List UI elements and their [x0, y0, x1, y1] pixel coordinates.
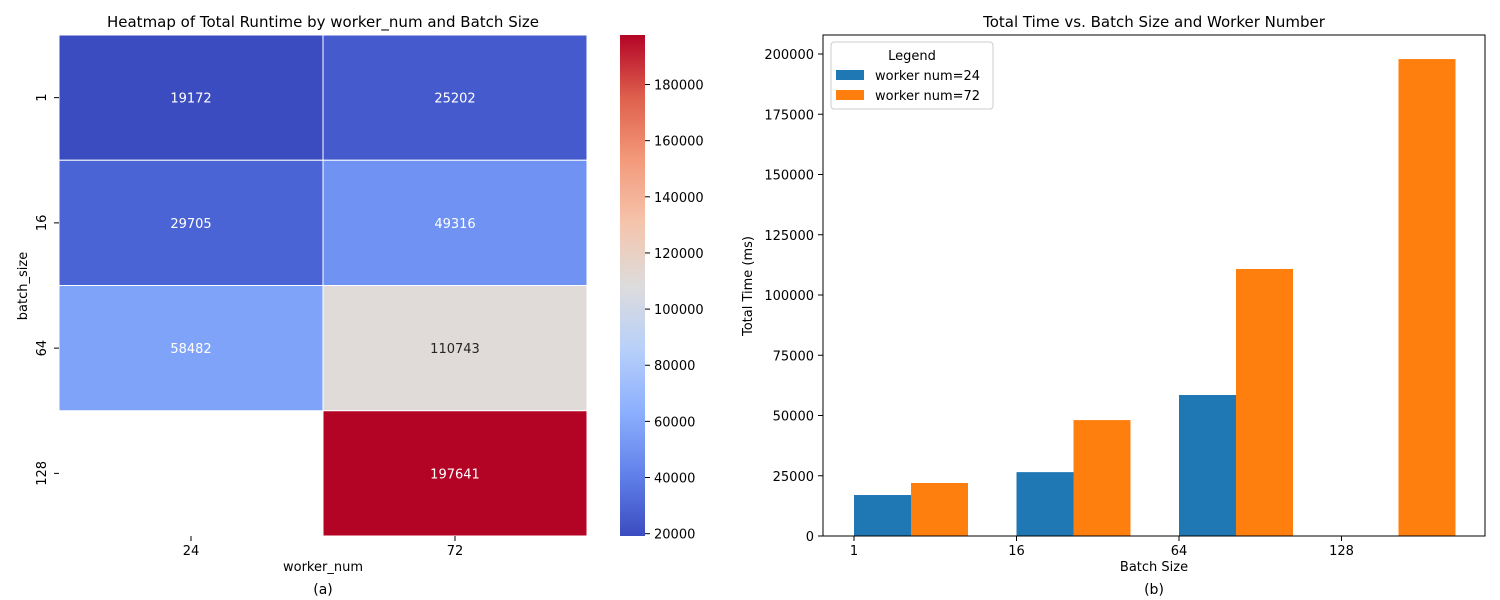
legend-title: Legend — [888, 49, 936, 64]
bar-ytick-label: 25000 — [773, 470, 814, 485]
bar-worker-num-24-1 — [854, 495, 911, 536]
colorbar-tick-label: 180000 — [654, 79, 704, 94]
heatmap-cell-label: 19172 — [170, 92, 211, 107]
heatmap-cell — [322, 410, 588, 537]
heatmap-cell-label: 58482 — [170, 342, 211, 357]
legend-box — [830, 41, 994, 110]
heatmap-cell-label: 197641 — [430, 467, 480, 482]
bar-ytick-label: 150000 — [764, 169, 814, 184]
bar-worker-num-72-1 — [911, 482, 968, 536]
colorbar-tick-label: 140000 — [654, 191, 704, 206]
legend-label-72: worker num=72 — [875, 89, 980, 104]
bar-worker-num-72-64 — [1236, 268, 1293, 536]
bar-xtick-label: 16 — [1008, 544, 1025, 559]
heatmap-cell-label: 29705 — [170, 217, 211, 232]
colorbar-tick-label: 60000 — [654, 415, 695, 430]
bar-title: Total Time vs. Batch Size and Worker Num… — [982, 13, 1326, 31]
bar-ytick-label: 200000 — [764, 48, 814, 63]
heatmap-cell-label: 49316 — [434, 217, 475, 232]
bar-ytick-label: 50000 — [773, 410, 814, 425]
bar-ylabel: Total Time (ms) — [741, 236, 756, 337]
heatmap-xtick-label: 24 — [183, 544, 200, 559]
bar-worker-num-72-128 — [1398, 59, 1456, 536]
bar-caption: (b) — [1144, 582, 1164, 598]
bar-xtick-label: 64 — [1171, 544, 1188, 559]
bar-ytick-label: 75000 — [773, 349, 814, 364]
colorbar-tick-label: 100000 — [654, 303, 704, 318]
heatmap-cell — [58, 159, 324, 286]
heatmap-ytick-label: 16 — [35, 215, 50, 232]
bar-xlabel: Batch Size — [1120, 560, 1188, 575]
heatmap-cell — [322, 159, 588, 286]
heatmap-cell — [58, 34, 324, 161]
colorbar-tick-label: 120000 — [654, 247, 704, 262]
bar-worker-num-72-16 — [1073, 420, 1131, 536]
bar-xtick-label: 128 — [1329, 544, 1354, 559]
bar-xtick-label: 1 — [850, 544, 858, 559]
colorbar — [620, 35, 645, 536]
heatmap-ytick-label: 64 — [35, 340, 50, 357]
heatmap-caption: (a) — [313, 582, 333, 598]
bar-ytick-label: 100000 — [764, 289, 814, 304]
heatmap-xlabel: worker_num — [283, 560, 363, 575]
colorbar-tick-label: 20000 — [654, 528, 695, 543]
colorbar-tick-label: 40000 — [654, 472, 695, 487]
heatmap-cell-label: 110743 — [430, 342, 480, 357]
heatmap-panel: Heatmap of Total Runtime by worker_num a… — [16, 13, 704, 598]
legend-swatch-72 — [836, 90, 864, 100]
bar-ytick-label: 175000 — [764, 108, 814, 123]
heatmap-xtick-label: 72 — [447, 544, 464, 559]
bar-ytick-label: 0 — [806, 530, 814, 545]
heatmap-cell — [58, 285, 324, 412]
heatmap-cell — [322, 34, 588, 161]
bar-chart-panel: Total Time vs. Batch Size and Worker Num… — [741, 13, 1486, 598]
bar-axes-frame — [822, 34, 1486, 537]
heatmap-ytick-label: 128 — [35, 461, 50, 486]
legend-label-24: worker num=24 — [875, 69, 980, 84]
heatmap-ylabel: batch_size — [16, 252, 31, 320]
bar-worker-num-24-16 — [1016, 472, 1074, 536]
legend: Legend worker num=24 worker num=72 — [830, 41, 994, 110]
heatmap-title: Heatmap of Total Runtime by worker_num a… — [107, 13, 539, 32]
heatmap-cell — [322, 285, 588, 412]
colorbar-tick-label: 80000 — [654, 359, 695, 374]
colorbar-tick-label: 160000 — [654, 135, 704, 150]
heatmap-cell-label: 25202 — [434, 92, 475, 107]
heatmap-ytick-label: 1 — [35, 93, 50, 101]
bar-worker-num-24-64 — [1179, 395, 1236, 536]
bar-ytick-label: 125000 — [764, 229, 814, 244]
legend-swatch-24 — [836, 70, 864, 80]
